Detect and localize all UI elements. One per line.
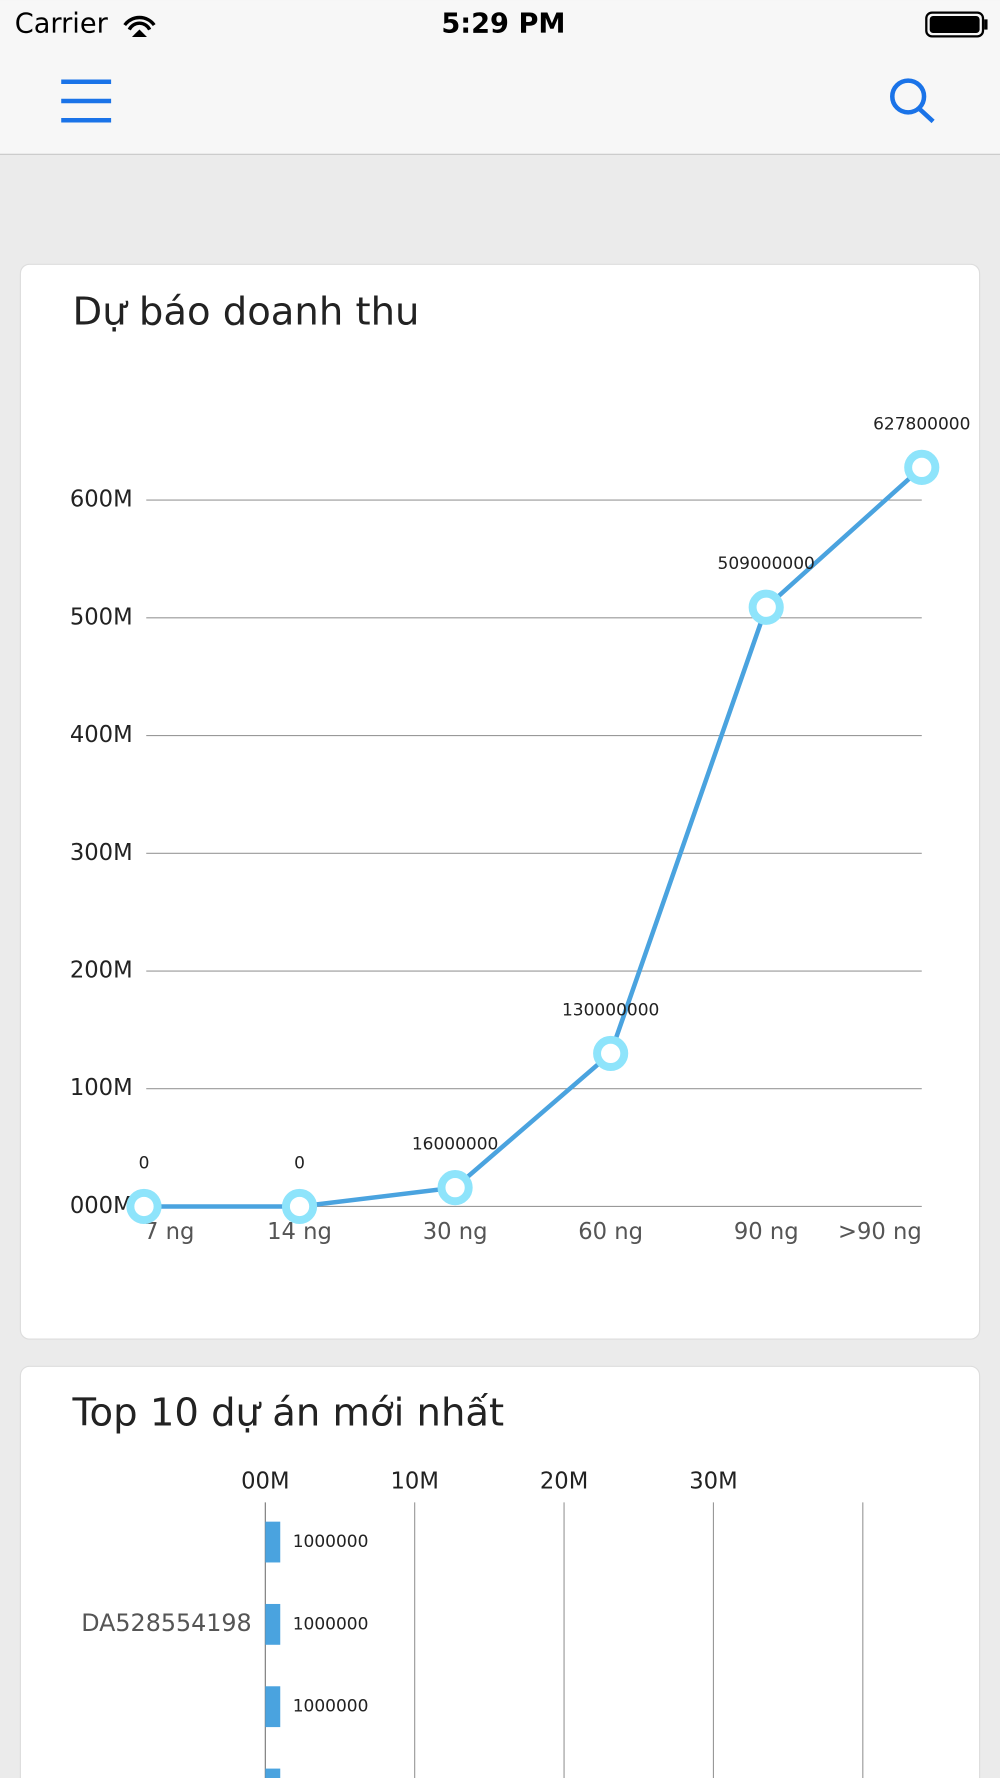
y-tick-label: 000M [70,1193,133,1219]
x-tick-label: 60 ng [578,1219,643,1245]
battery-icon [925,11,988,38]
x-tick-label: 20M [540,1468,588,1494]
point [904,449,940,485]
y-tick-label: 400M [70,722,133,748]
point [437,1170,473,1206]
menu-button[interactable] [61,79,112,123]
x-tick-label: >90 ng [838,1219,922,1245]
point [281,1188,318,1225]
point [126,1188,162,1225]
data-label: 0 [294,1153,305,1173]
y-tick-label: 200M [70,958,133,984]
x-tick-label: 00M [241,1468,289,1494]
card [19,1365,981,1778]
card [19,263,981,1340]
chart-title: Dự báo doanh thu [73,290,420,335]
x-tick-label: 30 ng [423,1219,488,1245]
line [143,465,924,1209]
carrier: Carrier [15,9,109,40]
point [593,1035,629,1071]
data-label: 509000000 [718,554,815,574]
data-label: 627800000 [873,414,970,434]
bar [265,1768,281,1778]
bar [265,1521,281,1563]
data-label: 1000000 [293,1697,369,1717]
point [748,589,784,625]
data-label: 16000000 [412,1135,499,1155]
x-tick-label: 10M [390,1468,438,1494]
x-tick-label: 7 ng [144,1219,194,1245]
y-tick-label: 600M [70,487,133,513]
search-button[interactable] [890,78,935,124]
y-tick-label: 300M [70,840,133,866]
data-label: 130000000 [562,1000,659,1020]
y-tick-label: 500M [70,604,133,630]
bar-chart: 00M 10M 20M 30M 1000000 DA528554198 1000000 100… [81,1468,864,1778]
chart-title: Top 10 dự án mới nhất [72,1391,505,1436]
bar [265,1686,281,1728]
header [0,0,1000,155]
data-label: 1000000 [293,1532,369,1552]
bar [265,1603,281,1645]
wifi-icon [123,15,156,37]
y-tick-label: DA528554198 [81,1609,251,1637]
time: 5:29 PM [441,9,565,40]
x-tick-label: 30M [689,1468,737,1494]
data-label: 0 [139,1153,150,1173]
y-tick-label: 100M [70,1075,133,1101]
data-label: 1000000 [293,1614,369,1634]
x-tick-label: 90 ng [734,1219,799,1245]
